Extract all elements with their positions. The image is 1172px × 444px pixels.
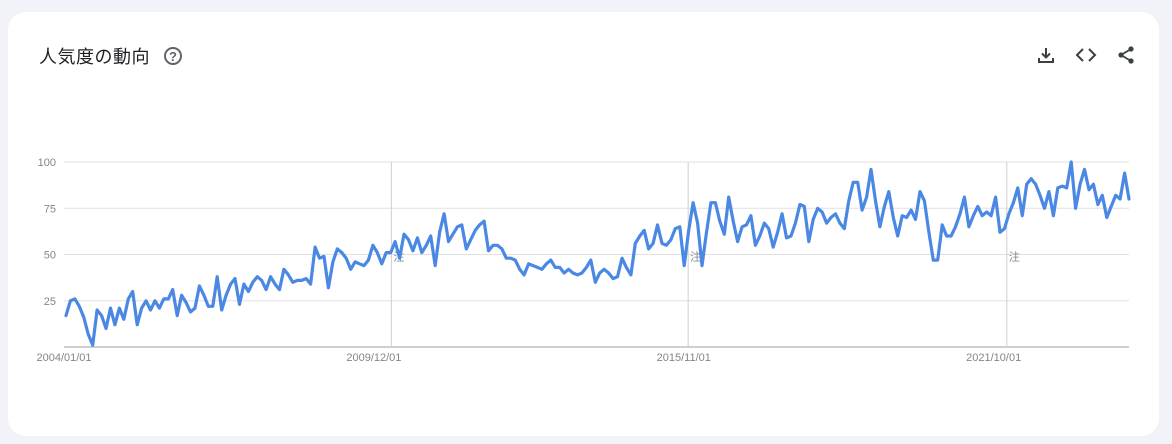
grid-layer bbox=[64, 161, 1129, 348]
card-header: 人気度の動向 ? bbox=[39, 42, 182, 70]
card-actions bbox=[1035, 44, 1137, 66]
x-tick-label: 2015/11/01 bbox=[657, 352, 711, 364]
download-icon[interactable] bbox=[1035, 44, 1057, 66]
share-icon[interactable] bbox=[1115, 44, 1137, 66]
y-tick-layer: 25 50 75 100 bbox=[38, 157, 56, 308]
embed-code-icon[interactable] bbox=[1075, 44, 1097, 66]
x-tick-label: 2021/10/01 bbox=[966, 352, 1021, 364]
annotation-marker[interactable]: 注 bbox=[690, 250, 701, 264]
series-line bbox=[64, 160, 1131, 347]
y-tick-label: 50 bbox=[44, 250, 56, 262]
x-tick-label: 2004/01/01 bbox=[36, 352, 91, 364]
x-tick-layer: 2004/01/01 2009/12/01 2015/11/01 2021/10/01 bbox=[36, 352, 1021, 364]
x-tick-label: 2009/12/01 bbox=[346, 352, 401, 364]
y-tick-label: 75 bbox=[44, 203, 56, 215]
help-icon[interactable]: ? bbox=[164, 47, 182, 65]
card-title: 人気度の動向 bbox=[39, 47, 150, 68]
annotation-marker[interactable]: 注 bbox=[1009, 250, 1020, 264]
y-tick-label: 25 bbox=[44, 296, 56, 308]
y-tick-label: 100 bbox=[38, 157, 56, 169]
